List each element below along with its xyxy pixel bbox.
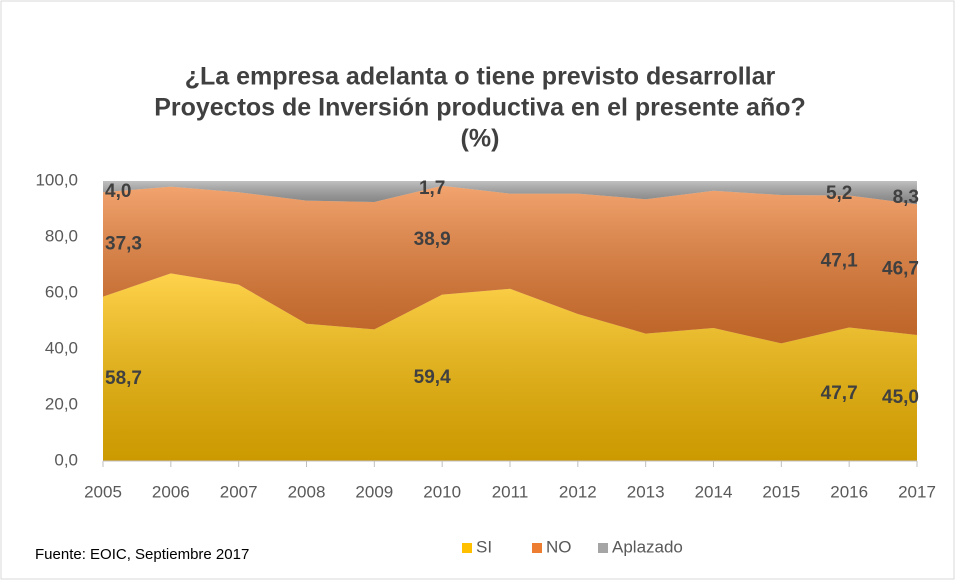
x-tick-label: 2015: [762, 482, 800, 501]
data-label: 1,7: [419, 178, 445, 199]
legend-label: NO: [546, 537, 572, 556]
x-tick-label: 2012: [559, 482, 597, 501]
chart-title: Proyectos de Inversión productiva en el …: [154, 94, 806, 122]
x-tick-label: 2011: [492, 482, 529, 501]
legend-label: Aplazado: [612, 537, 683, 556]
legend-label: SI: [476, 537, 492, 556]
legend-swatch: [598, 543, 608, 553]
x-tick-label: 2008: [288, 482, 326, 501]
x-tick-label: 2009: [355, 482, 393, 501]
legend-swatch: [462, 543, 472, 553]
y-tick-label: 0,0: [54, 450, 78, 469]
data-label: 8,3: [893, 187, 919, 208]
x-tick-label: 2007: [220, 482, 258, 501]
y-tick-label: 20,0: [45, 394, 78, 413]
y-tick-label: 80,0: [45, 226, 78, 245]
data-label: 58,7: [105, 368, 142, 389]
x-tick-label: 2014: [695, 482, 733, 501]
data-label: 5,2: [826, 183, 852, 204]
area-shade: [103, 181, 917, 205]
data-label: 47,7: [821, 383, 858, 404]
x-tick-label: 2010: [423, 482, 461, 501]
x-tick-label: 2013: [627, 482, 665, 501]
data-label: 38,9: [414, 229, 451, 250]
area-shade: [103, 273, 917, 461]
legend-swatch: [532, 543, 542, 553]
data-label: 46,7: [882, 259, 919, 280]
data-label: 45,0: [882, 387, 919, 408]
x-tick-label: 2006: [152, 482, 190, 501]
x-tick-label: 2016: [830, 482, 868, 501]
data-label: 59,4: [414, 367, 451, 388]
y-tick-label: 40,0: [45, 338, 78, 357]
area-shade: [103, 185, 917, 344]
data-label: 37,3: [105, 233, 142, 254]
chart-title: (%): [461, 125, 500, 153]
x-tick-label: 2017: [898, 482, 936, 501]
x-tick-label: 2005: [84, 482, 122, 501]
source-note: Fuente: EOIC, Septiembre 2017: [35, 546, 249, 563]
chart-title: ¿La empresa adelanta o tiene previsto de…: [185, 63, 776, 91]
data-label: 47,1: [821, 251, 858, 272]
data-label: 4,0: [105, 181, 131, 202]
y-tick-label: 60,0: [45, 282, 78, 301]
y-tick-label: 100,0: [35, 170, 78, 189]
